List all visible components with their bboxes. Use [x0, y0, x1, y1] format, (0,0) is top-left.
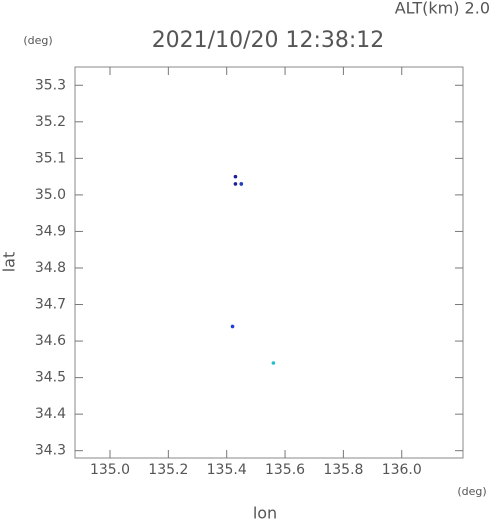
x-unit: (deg): [457, 485, 486, 498]
x-tick-label: 135.0: [90, 462, 130, 478]
y-tick-label: 34.6: [35, 333, 66, 349]
y-tick-label: 34.4: [35, 406, 66, 422]
y-axis-label: lat: [0, 252, 19, 273]
x-axis-label: lon: [253, 504, 277, 521]
y-tick-label: 35.1: [35, 150, 66, 166]
y-tick-label: 35.3: [35, 77, 66, 93]
plot-frame: [74, 66, 464, 459]
point: [230, 324, 235, 329]
y-tick-label: 35.0: [35, 187, 66, 203]
point: [233, 174, 238, 179]
y-tick-label: 34.9: [35, 223, 66, 239]
point: [271, 361, 276, 365]
y-tick-label: 34.7: [35, 297, 66, 313]
altitude-label: ALT(km) 2.0: [395, 0, 490, 18]
y-tick-label: 35.2: [35, 114, 66, 130]
x-tick-label: 135.2: [148, 462, 188, 478]
point: [233, 182, 238, 186]
y-tick-label: 34.5: [35, 370, 66, 386]
x-tick-label: 135.4: [207, 462, 247, 478]
chart-title: 2021/10/20 12:38:12: [152, 28, 385, 53]
y-tick-label: 34.8: [35, 260, 66, 276]
y-tick-label: 34.3: [35, 443, 66, 459]
x-tick-label: 136.0: [382, 462, 422, 478]
x-tick-label: 135.6: [265, 462, 305, 478]
y-unit: (deg): [23, 34, 52, 47]
x-tick-label: 135.8: [323, 462, 363, 478]
point: [239, 182, 244, 186]
